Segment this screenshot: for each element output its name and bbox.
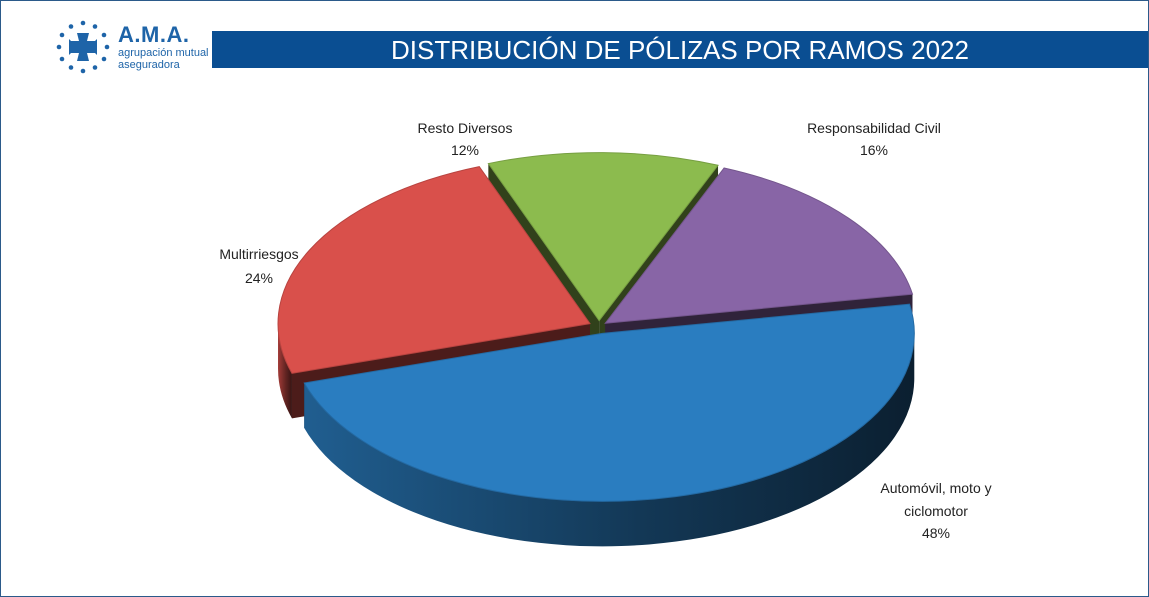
chart-title: DISTRIBUCIÓN DE PÓLIZAS POR RAMOS 2022 bbox=[391, 35, 969, 65]
pie-slice-side bbox=[278, 323, 292, 419]
pie-slice-multirriesgos bbox=[277, 166, 591, 374]
ama-emblem-icon bbox=[56, 20, 110, 74]
slice-percent: 12% bbox=[451, 142, 479, 158]
pie-slice-resto-diversos bbox=[487, 152, 719, 322]
pie-slice-side bbox=[304, 333, 915, 547]
slice-label: Automóvil, moto y bbox=[880, 480, 991, 496]
logo-subtitle-line1: agrupación mutual bbox=[118, 47, 209, 59]
slice-label-group: Multirriesgos 24% bbox=[219, 246, 298, 286]
title-bar: DISTRIBUCIÓN DE PÓLIZAS POR RAMOS 2022 bbox=[212, 31, 1148, 68]
slice-label: Resto Diversos bbox=[418, 120, 513, 136]
logo-subtitle-line2: aseguradora bbox=[118, 59, 180, 71]
slice-label: Responsabilidad Civil bbox=[807, 120, 941, 136]
slice-percent: 16% bbox=[860, 142, 888, 158]
slice-label-group: Responsabilidad Civil 16% bbox=[807, 120, 941, 158]
pie-slice-autom-vil-moto-y-ciclomotor bbox=[303, 303, 915, 502]
ama-logo: A.M.A. agrupación mutual aseguradora bbox=[54, 19, 209, 75]
slice-label: ciclomotor bbox=[904, 503, 968, 519]
pie-slice-responsabilidad-civil bbox=[604, 167, 914, 324]
slice-percent: 24% bbox=[245, 270, 273, 286]
slice-label-group: Resto Diversos 12% bbox=[418, 120, 513, 158]
slice-percent: 48% bbox=[922, 525, 950, 541]
slice-label: Multirriesgos bbox=[219, 246, 298, 262]
slice-label-group: Automóvil, moto y ciclomotor 48% bbox=[880, 480, 991, 541]
logo-name: A.M.A. bbox=[118, 22, 190, 47]
